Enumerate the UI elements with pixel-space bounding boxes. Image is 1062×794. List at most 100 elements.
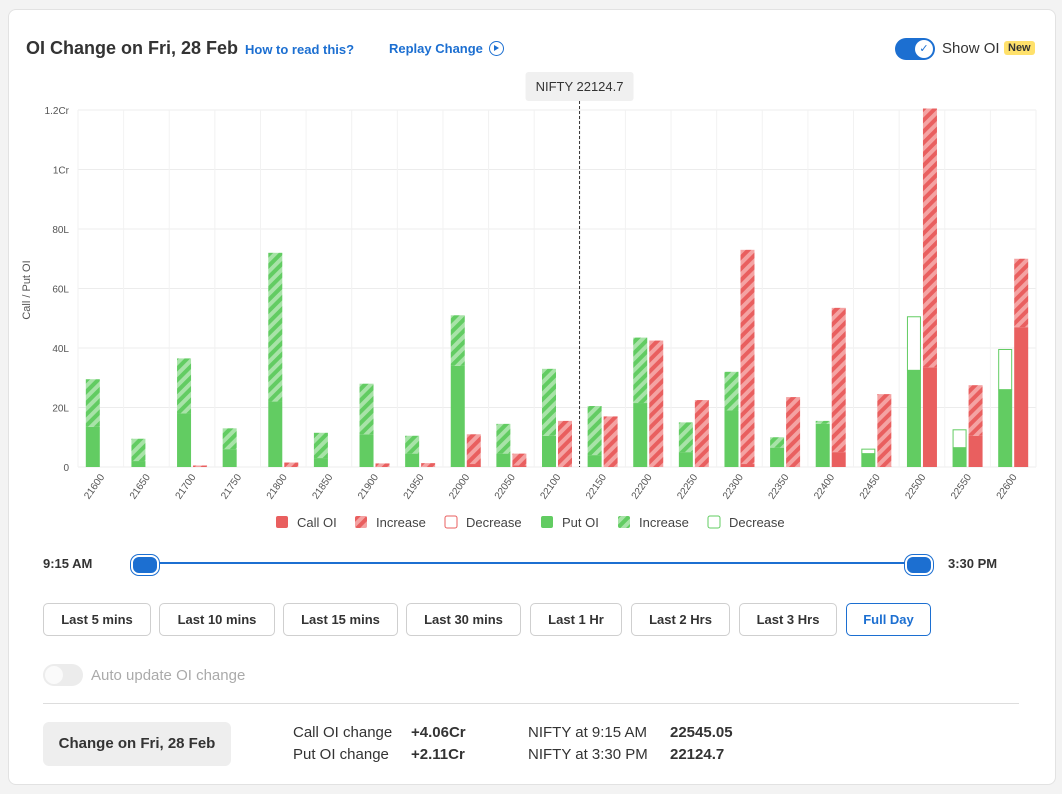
legend-put-increase-swatch [618, 516, 630, 528]
show-oi-label: Show OI [942, 40, 1000, 57]
call-increase-bar [603, 416, 618, 467]
call-increase-bar [649, 340, 664, 467]
range-last-3-hrs[interactable]: Last 3 Hrs [739, 603, 837, 636]
put-oi-bar [906, 370, 921, 467]
check-icon: ✓ [915, 40, 933, 58]
put-oi-bar [405, 453, 420, 467]
range-last-1-hr[interactable]: Last 1 Hr [530, 603, 622, 636]
put-increase-bar [587, 406, 602, 456]
replay-change-link[interactable]: Replay Change [389, 41, 504, 57]
x-tick-label: 21800 [265, 472, 290, 501]
put-oi-bar [998, 389, 1013, 467]
x-tick-label: 22450 [858, 472, 883, 501]
put-increase-bar [131, 438, 146, 462]
x-tick-label: 22050 [493, 472, 518, 501]
call-increase-bar [193, 465, 208, 467]
put-increase-bar [770, 437, 785, 448]
put-oi-change-value: +2.11Cr [411, 746, 465, 763]
range-last-5-mins[interactable]: Last 5 mins [43, 603, 151, 636]
call-increase-bar [922, 108, 937, 368]
put-oi-bar [861, 453, 876, 467]
put-increase-bar [496, 423, 511, 454]
x-tick-label: 22200 [630, 472, 655, 501]
range-full-day[interactable]: Full Day [846, 603, 931, 636]
x-tick-label: 21850 [310, 472, 335, 501]
call-oi-bar [831, 452, 846, 467]
put-oi-bar [542, 435, 556, 467]
call-increase-bar [375, 463, 390, 467]
legend-call-oi-label: Call OI [297, 515, 337, 530]
put-increase-bar [815, 420, 830, 424]
x-tick-label: 22400 [812, 472, 837, 501]
call-oi-bar [466, 464, 481, 467]
put-decrease-bar [906, 316, 921, 371]
slider-end-handle[interactable] [905, 555, 933, 575]
show-oi-toggle[interactable]: ✓ [895, 38, 935, 60]
call-increase-bar [786, 397, 801, 467]
range-last-15-mins[interactable]: Last 15 mins [283, 603, 398, 636]
put-oi-bar [724, 410, 739, 467]
call-increase-bar [466, 434, 481, 465]
y-tick-label: 20L [52, 404, 69, 415]
call-increase-bar [694, 400, 709, 467]
divider [43, 703, 1019, 704]
x-tick-label: 21600 [82, 472, 107, 501]
slider-start-handle[interactable] [131, 555, 159, 575]
play-circle-icon [488, 41, 504, 57]
nifty-close-label: NIFTY at 3:30 PM [528, 746, 648, 763]
put-oi-bar [359, 434, 374, 467]
slider-end-label: 3:30 PM [948, 556, 998, 571]
put-increase-bar [85, 379, 100, 427]
how-to-read-link[interactable]: How to read this? [245, 42, 355, 57]
legend-call-increase-swatch [355, 516, 367, 528]
put-oi-bar [450, 365, 465, 467]
put-oi-bar [268, 401, 283, 467]
call-increase-bar [284, 462, 299, 467]
range-last-10-mins[interactable]: Last 10 mins [159, 603, 275, 636]
put-decrease-bar [998, 348, 1013, 391]
time-slider-track[interactable] [143, 562, 918, 564]
range-last-2-hrs[interactable]: Last 2 Hrs [631, 603, 730, 636]
put-oi-bar [313, 458, 328, 467]
legend-call-oi-swatch [276, 516, 288, 528]
call-oi-bar [740, 464, 755, 467]
call-increase-bar [968, 385, 983, 436]
put-oi-bar [952, 447, 967, 467]
put-oi-bar [222, 449, 237, 467]
auto-update-label: Auto update OI change [91, 667, 246, 684]
legend-call-decrease-label: Decrease [466, 515, 522, 530]
y-tick-label: 80L [52, 225, 69, 236]
range-last-30-mins[interactable]: Last 30 mins [406, 603, 521, 636]
spot-price-label: NIFTY 22124.7 [536, 79, 624, 94]
y-tick-label: 40L [52, 344, 69, 355]
put-increase-bar [405, 435, 420, 454]
y-tick-label: 0 [63, 463, 69, 474]
call-increase-bar [512, 453, 527, 466]
auto-update-toggle[interactable] [43, 664, 83, 686]
x-tick-label: 21900 [356, 472, 381, 501]
put-increase-bar [268, 252, 283, 402]
put-increase-bar [177, 358, 192, 414]
call-increase-bar [740, 249, 755, 465]
put-oi-bar [496, 453, 511, 467]
put-oi-bar [85, 426, 100, 467]
x-tick-label: 21700 [174, 472, 199, 501]
slider-start-label: 9:15 AM [43, 556, 93, 571]
toggle-knob [45, 666, 63, 684]
call-oi-bar [922, 367, 937, 467]
change-date-button[interactable]: Change on Fri, 28 Feb [43, 722, 231, 766]
put-increase-bar [222, 428, 237, 450]
put-oi-bar [770, 447, 785, 467]
x-tick-label: 22600 [995, 472, 1020, 501]
x-tick-label: 22100 [538, 472, 563, 501]
put-increase-bar [542, 368, 556, 436]
put-oi-bar [177, 413, 192, 467]
call-oi-change-value: +4.06Cr [411, 724, 466, 741]
new-badge: New [1004, 41, 1035, 55]
x-tick-label: 21750 [219, 472, 244, 501]
put-oi-bar [587, 455, 602, 467]
y-tick-label: 60L [52, 285, 69, 296]
call-oi-bar [968, 435, 983, 467]
call-oi-bar [512, 465, 527, 467]
call-increase-bar [421, 463, 436, 467]
